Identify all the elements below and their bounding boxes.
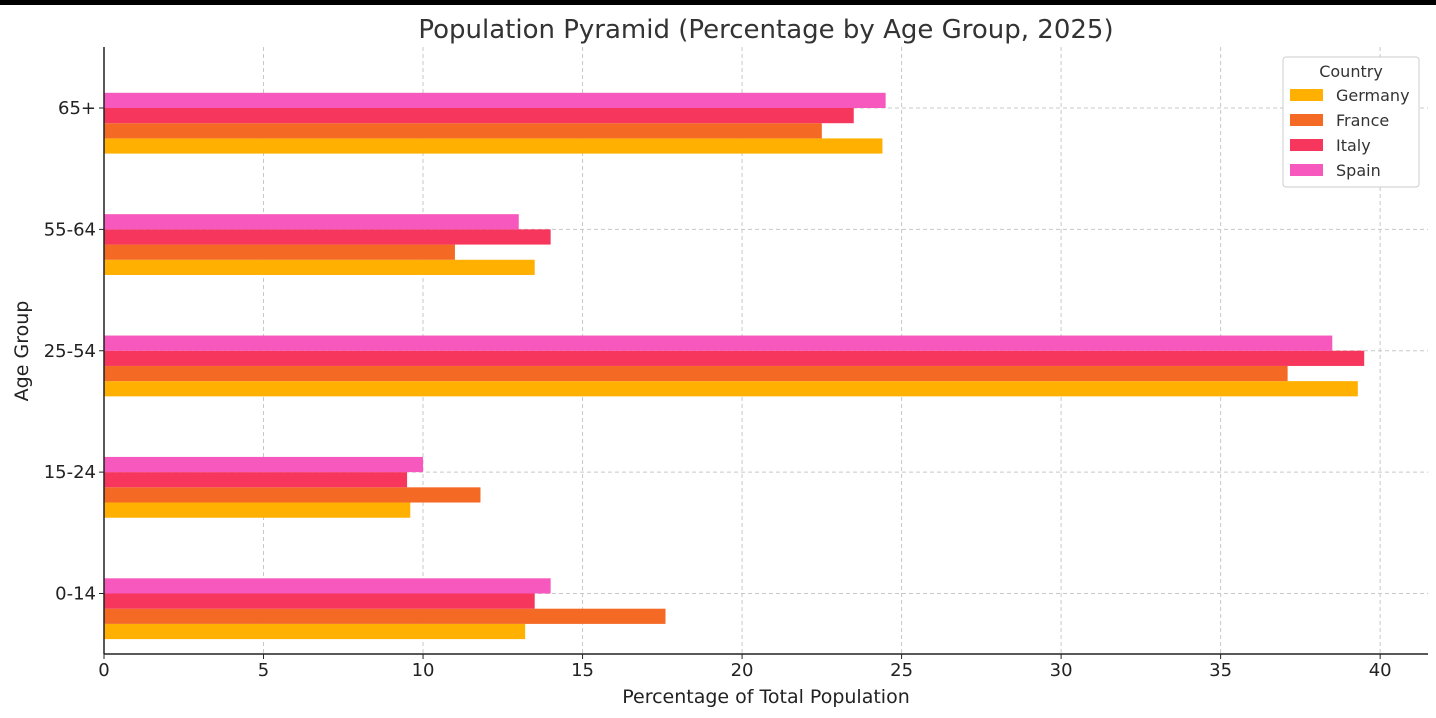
x-tick-label: 10 bbox=[412, 660, 435, 681]
x-tick-label: 30 bbox=[1050, 660, 1073, 681]
bar-france-65+ bbox=[104, 123, 822, 139]
y-tick-label: 65+ bbox=[58, 98, 96, 119]
bar-italy-65+ bbox=[104, 108, 854, 124]
bar-spain-55-64 bbox=[104, 214, 519, 230]
x-tick-label: 35 bbox=[1209, 660, 1232, 681]
legend-label-spain: Spain bbox=[1336, 161, 1381, 180]
bar-italy-0-14 bbox=[104, 593, 535, 609]
legend-label-germany: Germany bbox=[1336, 86, 1410, 105]
legend: Country Germany France Italy Spain bbox=[1282, 56, 1420, 188]
legend-swatch-spain bbox=[1290, 164, 1323, 176]
bar-italy-55-64 bbox=[104, 229, 551, 245]
x-tick-label: 5 bbox=[258, 660, 269, 681]
legend-swatch-germany bbox=[1290, 89, 1323, 101]
y-tick-label: 15-24 bbox=[44, 462, 96, 483]
bar-france-25-54 bbox=[104, 365, 1288, 382]
bar-spain-0-14 bbox=[104, 578, 551, 594]
bar-germany-65+ bbox=[104, 138, 883, 154]
bar-spain-65+ bbox=[104, 92, 886, 108]
x-tick-label: 0 bbox=[98, 660, 109, 681]
y-tick-label: 55-64 bbox=[44, 219, 96, 240]
bar-germany-0-14 bbox=[104, 623, 526, 640]
bar-germany-55-64 bbox=[104, 259, 535, 275]
x-tick-label: 40 bbox=[1369, 660, 1392, 681]
top-border bbox=[0, 0, 1436, 5]
x-tick-label: 20 bbox=[731, 660, 754, 681]
bar-spain-15-24 bbox=[104, 456, 424, 473]
x-axis-label: Percentage of Total Population bbox=[622, 686, 910, 708]
bar-italy-15-24 bbox=[104, 472, 408, 488]
legend-title: Country bbox=[1319, 62, 1383, 81]
y-tick-label: 0-14 bbox=[55, 584, 96, 605]
bar-germany-25-54 bbox=[104, 381, 1358, 397]
bar-spain-25-54 bbox=[104, 335, 1333, 351]
bar-germany-15-24 bbox=[104, 502, 411, 518]
legend-swatch-italy bbox=[1290, 139, 1323, 151]
bars bbox=[104, 92, 1365, 640]
y-axis-label: Age Group bbox=[11, 301, 33, 402]
chart-title: Population Pyramid (Percentage by Age Gr… bbox=[418, 15, 1113, 45]
x-tick-label: 25 bbox=[890, 660, 913, 681]
bar-italy-25-54 bbox=[104, 350, 1365, 366]
legend-label-italy: Italy bbox=[1336, 136, 1371, 155]
bar-france-0-14 bbox=[104, 608, 666, 624]
x-tick-labels: 0 5 10 15 20 25 30 35 40 bbox=[98, 654, 1392, 681]
legend-label-france: France bbox=[1336, 111, 1389, 130]
y-tick-label: 25-54 bbox=[44, 341, 96, 362]
x-tick-label: 15 bbox=[571, 660, 594, 681]
bar-france-55-64 bbox=[104, 244, 455, 260]
bar-france-15-24 bbox=[104, 487, 481, 503]
y-tick-labels: 0-14 15-24 25-54 55-64 65+ bbox=[44, 98, 104, 605]
legend-swatch-france bbox=[1290, 114, 1323, 126]
